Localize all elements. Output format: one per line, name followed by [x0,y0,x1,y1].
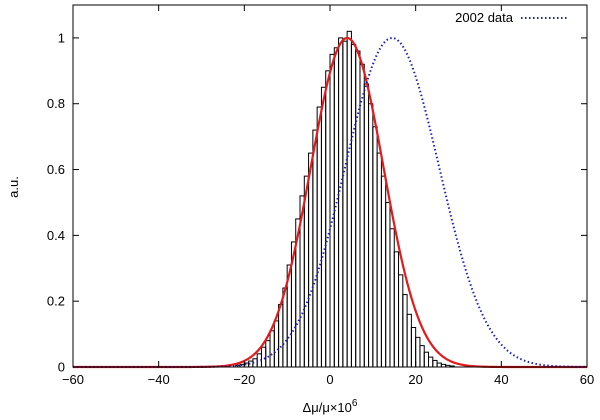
histogram-bar [265,340,271,368]
x-tick-label: −40 [148,372,170,387]
x-tick-label: −20 [233,372,255,387]
histogram-bar [346,30,352,368]
histogram-bar [389,228,395,368]
histogram-bar [269,330,275,368]
histogram-bar [308,152,314,368]
y-tick-label: 0.8 [47,96,65,111]
histogram-bar [423,351,430,368]
histogram-bar [325,70,331,368]
histogram-bar [380,175,387,368]
y-tick-label: 0 [58,360,65,375]
histogram-bar [363,83,370,368]
histogram-bar [350,43,357,368]
histogram-bar [355,50,361,368]
histogram-bar [385,201,391,368]
histogram-bar [342,40,348,368]
histogram-bar [428,356,434,368]
x-tick-label: 20 [408,372,422,387]
x-axis-label-text: Δμ/μ×10 [303,400,352,415]
histogram-bar [312,129,318,368]
histogram-bar [368,103,374,368]
histogram [235,30,455,368]
x-tick-label: 0 [326,372,333,387]
histogram-bar [419,345,425,368]
y-tick-label: 0.4 [47,228,65,243]
x-axis-label: Δμ/μ×106 [303,398,358,415]
histogram-bar [278,303,284,368]
histogram-bar [410,327,417,368]
histogram-bar [432,359,438,368]
histogram-bar [320,86,327,368]
histogram-bar [282,287,288,368]
histogram-bar [415,336,421,368]
histogram-bar [406,313,412,368]
histogram-bar [402,294,408,368]
x-axis-label-superscript: 6 [352,398,358,409]
histogram-bar [316,106,322,368]
histogram-bar [273,320,280,368]
histogram-bar [372,126,378,368]
histogram-bar [260,346,267,368]
axes: −60 −40 −20 0 20 40 60 0 0.2 0.4 0.6 0.8 1 [47,4,594,387]
legend: 2002 data [455,10,569,25]
histogram-bar [393,251,400,368]
y-tick-label: 0.2 [47,294,65,309]
x-tick-label: −60 [62,372,84,387]
series-line-2002-data [73,36,588,368]
legend-label-2002-data: 2002 data [455,10,514,25]
histogram-bar [436,362,442,368]
y-tick-label: 0.6 [47,162,65,177]
histogram-bar [338,37,344,368]
histogram-bar [398,274,404,368]
y-tick-label: 1 [58,30,65,45]
histogram-bar [376,152,382,368]
histogram-bar [359,63,365,368]
x-tick-label: 40 [494,372,508,387]
y-axis-label: a.u. [6,176,21,198]
x-tick-label: 60 [580,372,594,387]
